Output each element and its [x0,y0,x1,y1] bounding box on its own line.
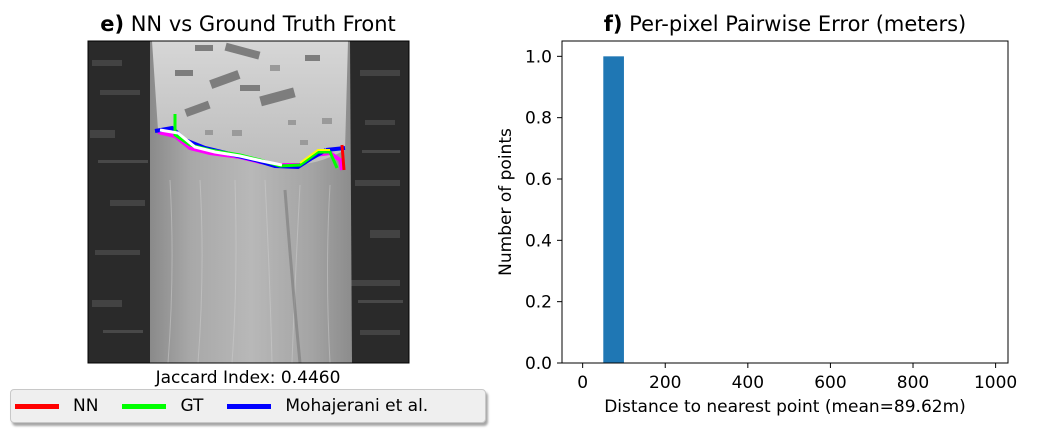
histogram-bar [603,56,624,363]
x-tick-label: 600 [814,373,846,393]
y-tick-label: 0.2 [525,293,552,313]
x-tick-label: 1000 [974,373,1017,393]
legend-line-mohajerani [227,403,272,409]
panel-e-title-prefix: e) [100,12,124,36]
legend-item-gt: GT [122,396,203,416]
x-tick-label: 200 [649,373,681,393]
y-tick-label: 0.0 [525,354,552,374]
plot-frame [561,40,1009,364]
histogram-axes: 0 200 400 600 800 1000 0.0 0.2 0.4 0.6 0.8 1.0 Dista… [496,40,1017,417]
panel-f-title-text: Per-pixel Pairwise Error (meters) [623,12,967,36]
x-tick-label: 400 [732,373,764,393]
panel-f-title: f) Per-pixel Pairwise Error (meters) [604,12,966,36]
panel-e-title: e) NN vs Ground Truth Front [100,12,396,36]
y-tick-label: 0.6 [525,170,552,190]
y-axis-label: Number of points [496,128,516,276]
legend-label-mohajerani: Mohajerani et al. [285,396,429,416]
panel-e-title-text: NN vs Ground Truth Front [124,12,396,36]
legend-line-nn [15,403,59,409]
y-tick-label: 1.0 [525,47,552,67]
legend-line-gt [122,403,167,409]
y-tick-label: 0.4 [525,231,552,251]
legend: NN GT Mohajerani et al. [10,389,486,423]
glacier-image [88,41,409,363]
x-tick-label: 0 [577,373,588,393]
legend-item-nn: NN [15,396,98,416]
image-frame [87,40,410,364]
x-axis-label: Distance to nearest point (mean=89.62m) [604,397,966,417]
legend-item-mohajerani: Mohajerani et al. [227,396,428,416]
x-tick-label: 800 [897,373,929,393]
panel-f-title-prefix: f) [604,12,623,36]
legend-label-gt: GT [180,396,204,416]
legend-label-nn: NN [73,396,99,416]
y-tick-label: 0.8 [525,109,552,129]
jaccard-index-label: Jaccard Index: 0.4460 [155,368,341,388]
